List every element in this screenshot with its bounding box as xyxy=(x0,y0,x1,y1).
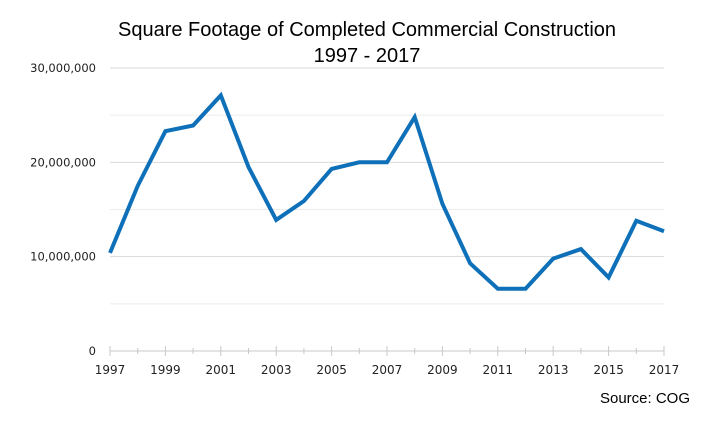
x-tick-label: 2013 xyxy=(538,363,569,377)
x-tick-label: 2017 xyxy=(649,363,680,377)
x-tick-label: 2015 xyxy=(593,363,624,377)
y-axis-tick-labels: 0 10,000,000 20,000,000 30,000,000 xyxy=(30,61,96,358)
y-tick-label: 10,000,000 xyxy=(30,250,96,264)
x-tick-label: 2001 xyxy=(206,363,237,377)
gridlines xyxy=(110,67,664,305)
x-tick-label: 2003 xyxy=(261,363,292,377)
chart-title: Square Footage of Completed Commercial C… xyxy=(118,19,616,41)
x-tick-label: 2009 xyxy=(427,363,458,377)
series-layer xyxy=(108,91,665,291)
x-tick-label: 2005 xyxy=(316,363,347,377)
source-note: Source: COG xyxy=(600,390,690,407)
x-tick-label: 1997 xyxy=(95,363,126,377)
y-tick-label: 30,000,000 xyxy=(30,61,96,75)
y-tick-label: 20,000,000 xyxy=(30,155,96,169)
series-line xyxy=(108,91,665,291)
x-axis-tick-labels: 1997 1999 2001 2003 2005 2007 2009 2011 2013 2015… xyxy=(95,363,680,377)
y-tick-label: 0 xyxy=(89,344,96,358)
x-axis xyxy=(109,346,665,356)
x-tick-label: 1999 xyxy=(150,363,181,377)
chart-subtitle: 1997 - 2017 xyxy=(314,45,421,67)
x-tick-label: 2007 xyxy=(372,363,403,377)
x-tick-label: 2011 xyxy=(483,363,514,377)
